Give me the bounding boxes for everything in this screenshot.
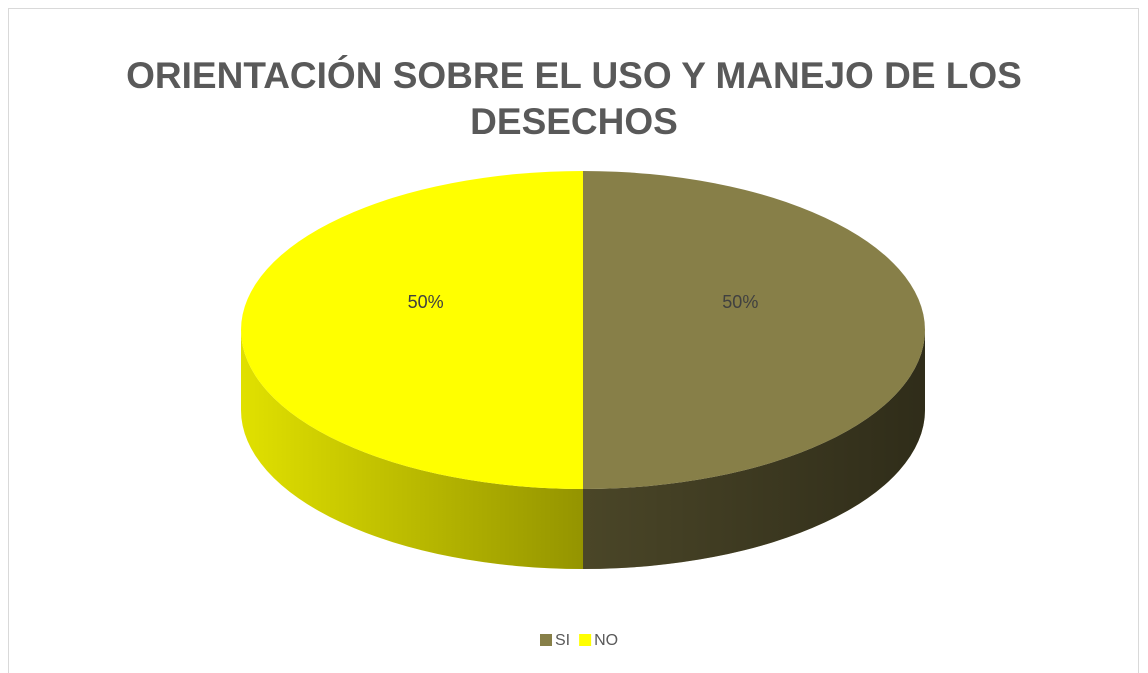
slice bbox=[241, 171, 583, 489]
data-label: 50% bbox=[408, 292, 444, 312]
legend-swatch bbox=[579, 634, 592, 646]
side-shade bbox=[583, 330, 925, 569]
legend-label: NO bbox=[594, 632, 618, 649]
data-label: 50% bbox=[722, 292, 758, 312]
chart-title: ORIENTACIÓN SOBRE EL USO Y MANEJO DE LOS… bbox=[126, 55, 1022, 142]
chart-frame bbox=[8, 8, 1139, 673]
legend-swatch bbox=[540, 634, 552, 646]
side-shade bbox=[241, 330, 583, 569]
legend-label: SI bbox=[555, 632, 570, 649]
slice bbox=[583, 171, 925, 489]
